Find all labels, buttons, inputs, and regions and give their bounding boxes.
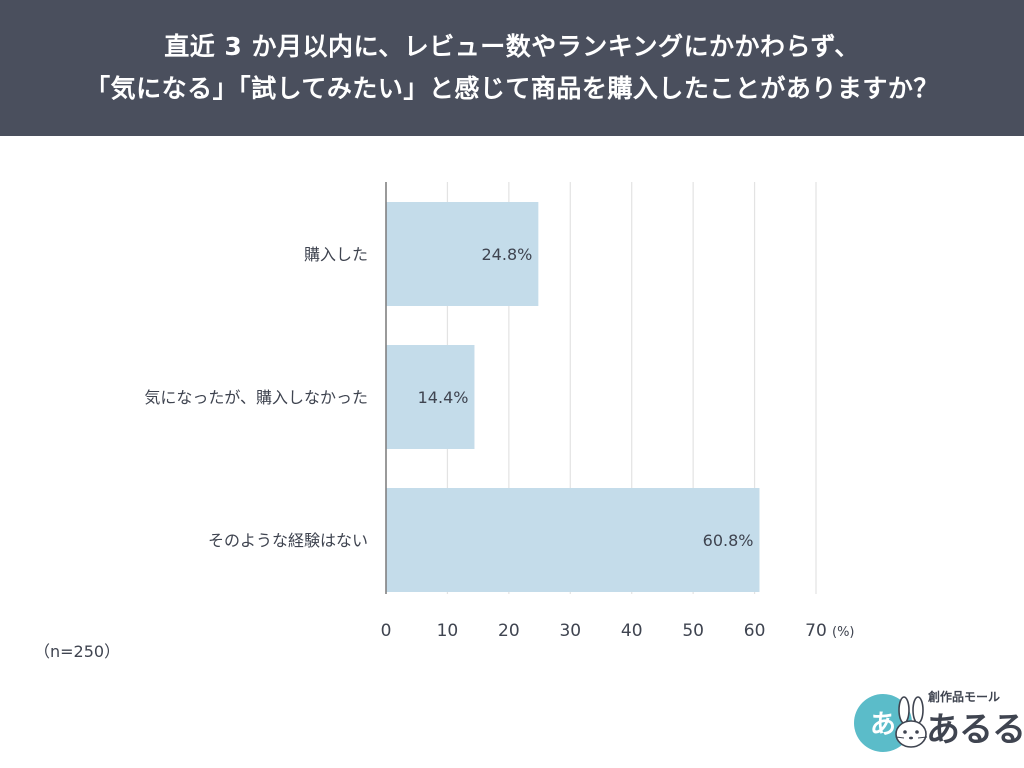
logo-subtitle: 創作品モール	[928, 690, 1001, 704]
logo-circle-text: あ	[869, 710, 896, 740]
category-label-2: そのような経験はない	[208, 531, 368, 550]
chart-title-line-1: 直近 3 か月以内に、レビュー数やランキングにかかわらず、	[164, 32, 860, 61]
x-tick-label-20: 20	[498, 621, 520, 641]
data-label-2: 60.8%	[703, 531, 754, 550]
bar-0	[386, 202, 539, 306]
x-tick-label-50: 50	[682, 621, 704, 641]
x-tick-label-0: 0	[381, 621, 392, 641]
x-tick-label-70: 70	[805, 621, 827, 641]
bar-1	[386, 345, 475, 449]
sample-size-note: （n=250）	[34, 642, 121, 661]
category-label-1: 気になったが、購入しなかった	[144, 388, 368, 407]
x-tick-label-10: 10	[437, 621, 459, 641]
chart-title-line-2: 「気になる」「試してみたい」と感じて商品を購入したことがありますか？	[85, 74, 939, 103]
chart-header: 直近 3 か月以内に、レビュー数やランキングにかかわらず、 「気になる」「試して…	[0, 0, 1024, 136]
logo-name: あるる	[926, 710, 1024, 750]
x-tick-label-40: 40	[621, 621, 643, 641]
rabbit-icon	[895, 696, 928, 748]
x-tick-label-60: 60	[744, 621, 766, 641]
data-label-1: 14.4%	[418, 388, 469, 407]
x-unit-label: (%)	[832, 625, 855, 640]
x-tick-label-30: 30	[559, 621, 581, 641]
brand-logo: あ 創作品モール あるる	[848, 688, 1024, 756]
bar-2	[386, 488, 760, 592]
data-label-0: 24.8%	[482, 245, 533, 264]
category-label-0: 購入した	[304, 245, 368, 264]
